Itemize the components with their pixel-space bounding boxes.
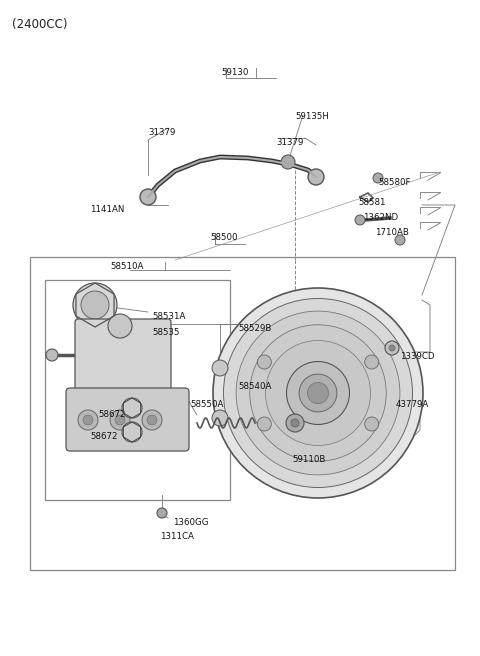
Circle shape <box>308 382 328 403</box>
Text: 1360GG: 1360GG <box>173 518 208 527</box>
Circle shape <box>83 415 93 425</box>
Circle shape <box>81 291 109 319</box>
Text: 58510A: 58510A <box>110 262 144 271</box>
Circle shape <box>389 345 395 351</box>
Circle shape <box>257 417 271 431</box>
Circle shape <box>286 414 304 432</box>
Circle shape <box>110 410 130 430</box>
Text: 59135H: 59135H <box>295 112 329 121</box>
Circle shape <box>265 340 371 445</box>
Bar <box>45 280 230 500</box>
Text: 58581: 58581 <box>358 198 385 207</box>
Circle shape <box>355 215 365 225</box>
Text: 58672: 58672 <box>98 410 125 419</box>
Bar <box>30 257 455 570</box>
Circle shape <box>224 298 412 487</box>
Circle shape <box>365 355 379 369</box>
Text: 58550A: 58550A <box>190 400 223 409</box>
Text: 1710AB: 1710AB <box>375 228 409 237</box>
Circle shape <box>73 283 117 327</box>
FancyBboxPatch shape <box>66 388 189 451</box>
Circle shape <box>365 417 379 431</box>
Circle shape <box>385 341 399 355</box>
Circle shape <box>46 349 58 361</box>
Circle shape <box>287 361 349 424</box>
Circle shape <box>213 288 423 498</box>
Text: 59130: 59130 <box>221 68 249 77</box>
Circle shape <box>122 398 142 418</box>
Circle shape <box>115 415 125 425</box>
Circle shape <box>78 410 98 430</box>
Text: (2400CC): (2400CC) <box>12 18 68 31</box>
Text: 31379: 31379 <box>276 138 303 147</box>
Circle shape <box>373 173 383 183</box>
Text: 58529B: 58529B <box>238 324 271 333</box>
Text: 1141AN: 1141AN <box>90 205 124 214</box>
Circle shape <box>212 360 228 376</box>
Circle shape <box>257 355 271 369</box>
FancyBboxPatch shape <box>75 319 171 393</box>
Text: 43779A: 43779A <box>396 400 429 409</box>
Circle shape <box>395 235 405 245</box>
Circle shape <box>147 415 157 425</box>
Text: 31379: 31379 <box>148 128 175 137</box>
Text: 58531A: 58531A <box>152 312 185 321</box>
Circle shape <box>108 314 132 338</box>
Text: 59110B: 59110B <box>292 455 325 464</box>
Circle shape <box>157 508 167 518</box>
Text: 58535: 58535 <box>152 328 180 337</box>
Text: 58672: 58672 <box>90 432 118 441</box>
Circle shape <box>308 169 324 185</box>
Circle shape <box>281 155 295 169</box>
Text: 58540A: 58540A <box>238 382 271 391</box>
Circle shape <box>212 410 228 426</box>
Circle shape <box>142 410 162 430</box>
Circle shape <box>250 325 386 461</box>
Circle shape <box>236 311 400 475</box>
Text: 58580F: 58580F <box>378 178 410 187</box>
Circle shape <box>299 374 337 412</box>
Text: 1362ND: 1362ND <box>363 213 398 222</box>
Circle shape <box>122 422 142 442</box>
Circle shape <box>140 189 156 205</box>
Circle shape <box>291 419 299 427</box>
Text: 1339CD: 1339CD <box>400 352 434 361</box>
Text: 58500: 58500 <box>210 233 238 242</box>
Text: 1311CA: 1311CA <box>160 532 194 541</box>
